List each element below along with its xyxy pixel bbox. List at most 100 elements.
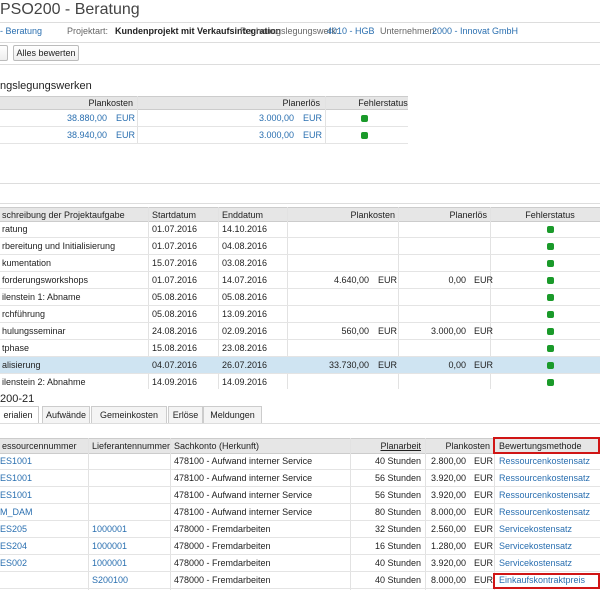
table-row[interactable] (0, 340, 600, 357)
account: 478100 - Aufwand interner Service (174, 507, 313, 517)
cost: 2.560,00 (430, 524, 466, 534)
valuation-method[interactable]: Einkaufskontraktpreis (499, 575, 586, 585)
divider (0, 64, 600, 65)
page-title: PSO200 - Beratung (0, 1, 140, 18)
column-header: Plankosten (350, 210, 395, 220)
revenue: 3.000,00 (258, 113, 294, 123)
field-value[interactable]: 2000 - Innovat GmbH (432, 26, 519, 36)
resource-number[interactable]: ES204 (0, 541, 28, 551)
task-name: alisierung (2, 360, 41, 370)
tab[interactable]: Gemeinkosten (91, 406, 167, 423)
currency: EUR (474, 490, 494, 500)
currency: EUR (474, 456, 494, 466)
currency: EUR (474, 558, 494, 568)
valuation-method[interactable]: Ressourcenkostensatz (499, 507, 591, 517)
task-name: hulungsseminar (2, 326, 66, 336)
cost: 3.920,00 (430, 490, 466, 500)
resource-number[interactable]: ES002 (0, 558, 28, 568)
start-date: 01.07.2016 (152, 241, 198, 251)
cost: 38.880,00 (66, 113, 107, 123)
supplier-number[interactable]: 1000001 (92, 541, 128, 551)
column-header: Fehlerstatus (525, 210, 575, 220)
resource-number[interactable]: ES1001 (0, 490, 33, 500)
toolbar-button[interactable] (0, 45, 8, 61)
cost: 1.280,00 (430, 541, 466, 551)
table-row[interactable] (0, 238, 600, 255)
valuation-method[interactable]: Ressourcenkostensatz (499, 456, 591, 466)
account: 478000 - Fremdarbeiten (174, 558, 271, 568)
status-icon (547, 226, 554, 233)
column-header: Sachkonto (Herkunft) (174, 441, 260, 451)
planned-work: 16 Stunden (374, 541, 421, 551)
resource-number[interactable]: ES205 (0, 524, 28, 534)
end-date: 26.07.2016 (222, 360, 268, 370)
table-row[interactable] (0, 306, 600, 323)
column-divider (425, 438, 426, 590)
valuation-method[interactable]: Ressourcenkostensatz (499, 473, 591, 483)
table-row[interactable] (0, 255, 600, 272)
currency: EUR (378, 360, 398, 370)
column-header: Planerlös (449, 210, 487, 220)
column-header: schreibung der Projektaufgabe (2, 210, 125, 220)
valuation-method[interactable]: Servicekostensatz (499, 524, 573, 534)
status-icon (361, 115, 368, 122)
resource-number[interactable]: ES1001 (0, 473, 33, 483)
account: 478000 - Fremdarbeiten (174, 541, 271, 551)
planned-work: 32 Stunden (374, 524, 421, 534)
status-icon (547, 379, 554, 386)
table-header (0, 96, 408, 110)
account: 478100 - Aufwand interner Service (174, 473, 313, 483)
toolbar-button[interactable]: Alles bewerten (13, 45, 79, 61)
valuation-method[interactable]: Servicekostensatz (499, 558, 573, 568)
start-date: 05.08.2016 (152, 292, 198, 302)
table-row (0, 110, 408, 127)
column-divider (350, 438, 351, 590)
supplier-number[interactable]: 1000001 (92, 558, 128, 568)
table-row (0, 538, 600, 555)
table-row[interactable] (0, 221, 600, 238)
table-row[interactable] (0, 357, 600, 374)
cost: 560,00 (341, 326, 369, 336)
column-divider (148, 207, 149, 392)
resource-number[interactable]: ES1001 (0, 456, 33, 466)
table-row (0, 470, 600, 487)
tab[interactable]: Meldungen (203, 406, 262, 423)
table-row[interactable] (0, 272, 600, 289)
table-row[interactable] (0, 323, 600, 340)
planned-work: 56 Stunden (374, 490, 421, 500)
cost: 2.800,00 (430, 456, 466, 466)
status-icon (547, 345, 554, 352)
divider (0, 203, 600, 204)
divider (0, 42, 600, 43)
supplier-number[interactable]: S200100 (92, 575, 129, 585)
valuation-method[interactable]: Servicekostensatz (499, 541, 573, 551)
account: 478100 - Aufwand interner Service (174, 456, 313, 466)
field-value[interactable]: 4010 - HGB (327, 26, 375, 36)
task-name: ilenstein 1: Abname (2, 292, 81, 302)
planned-work: 80 Stunden (374, 507, 421, 517)
cost: 3.920,00 (430, 558, 466, 568)
column-header: Plankosten (88, 98, 133, 108)
table-row (0, 487, 600, 504)
column-header: essourcennummer (2, 441, 77, 451)
start-date: 15.07.2016 (152, 258, 198, 268)
column-header: Planarbeit (380, 441, 421, 451)
currency: EUR (116, 130, 136, 140)
tab[interactable]: erialien (0, 406, 39, 423)
revenue: 3.000,00 (430, 326, 466, 336)
resource-number[interactable]: M_DAM (0, 507, 33, 517)
end-date: 05.08.2016 (222, 292, 268, 302)
tab[interactable]: Aufwände (42, 406, 90, 423)
task-name: kumentation (2, 258, 52, 268)
divider (0, 423, 600, 424)
table-row[interactable] (0, 289, 600, 306)
tab[interactable]: Erlöse (168, 406, 203, 423)
revenue: 3.000,00 (258, 130, 294, 140)
breadcrumb[interactable]: - Beratung (0, 26, 43, 36)
supplier-number[interactable]: 1000001 (92, 524, 128, 534)
table-header (0, 438, 600, 454)
valuation-method[interactable]: Ressourcenkostensatz (499, 490, 591, 500)
task-name: rbereitung und Initialisierung (2, 241, 116, 251)
status-icon (547, 362, 554, 369)
